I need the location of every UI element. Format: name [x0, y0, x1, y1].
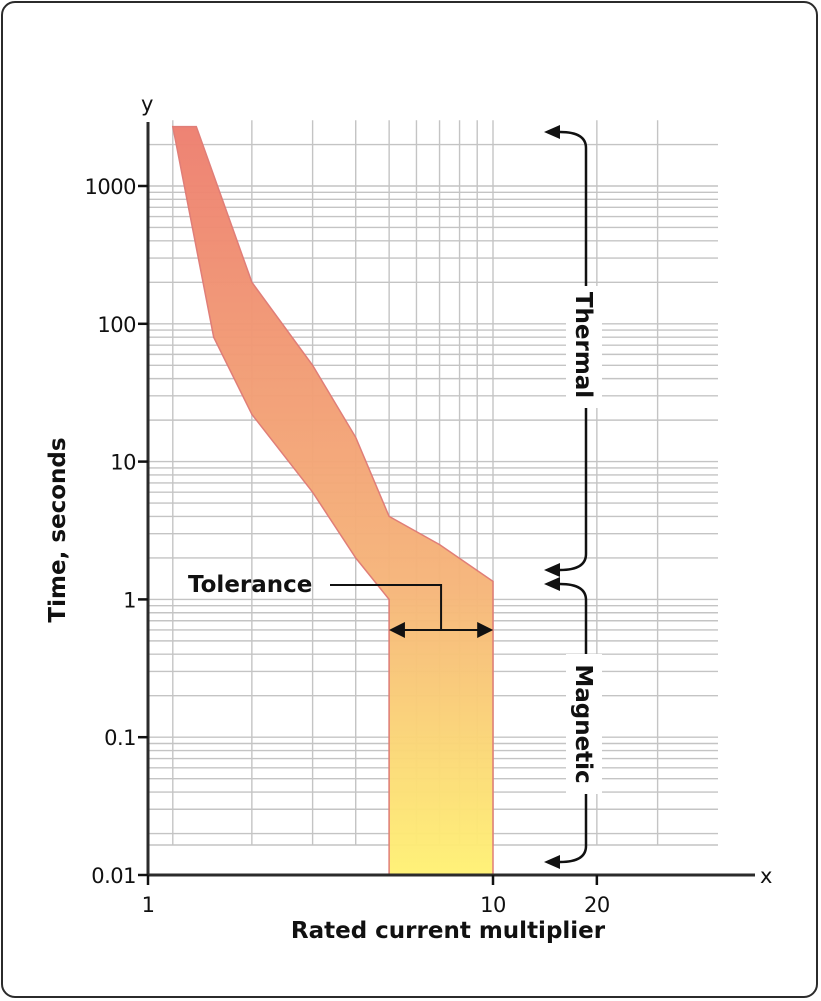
x-axis-title: Rated current multiplier	[291, 918, 606, 944]
tolerance-label: Tolerance	[188, 572, 312, 598]
tick-labels: 0.01 0.1 1 10 100 1000 1 10 20	[85, 175, 611, 917]
y-tick-label: 1	[123, 588, 136, 612]
region-braces: Thermal Magnetic	[544, 125, 602, 869]
thermal-bottom-arrowhead	[544, 563, 560, 577]
y-tick-label: 10	[110, 451, 136, 475]
y-tick-label: 100	[97, 313, 136, 337]
y-tick-label: 0.1	[104, 726, 136, 750]
x-tick-label: 10	[480, 893, 506, 917]
magnetic-label: Magnetic	[570, 664, 596, 783]
magnetic-label-bg	[566, 654, 602, 794]
thermal-top-arrowhead	[544, 125, 560, 139]
tolerance-leader	[330, 584, 443, 630]
magnetic-bottom-arrowhead	[544, 855, 560, 869]
x-tick-label: 20	[584, 893, 610, 917]
thermal-label: Thermal	[570, 292, 596, 398]
magnetic-top-arrowhead	[544, 577, 560, 591]
y-axis-title: Time, seconds	[45, 437, 71, 622]
y-tick-label: 0.01	[91, 864, 136, 888]
thermal-label-bg	[566, 286, 602, 408]
x-axis-letter: x	[760, 864, 772, 888]
trip-bands	[171, 125, 494, 876]
y-axis-letter: y	[141, 92, 153, 116]
trip-band	[171, 125, 494, 876]
axes	[146, 122, 755, 877]
tolerance-annotation: Tolerance	[188, 572, 494, 638]
x-tick-label: 1	[142, 893, 155, 917]
y-tick-label: 1000	[85, 175, 136, 199]
